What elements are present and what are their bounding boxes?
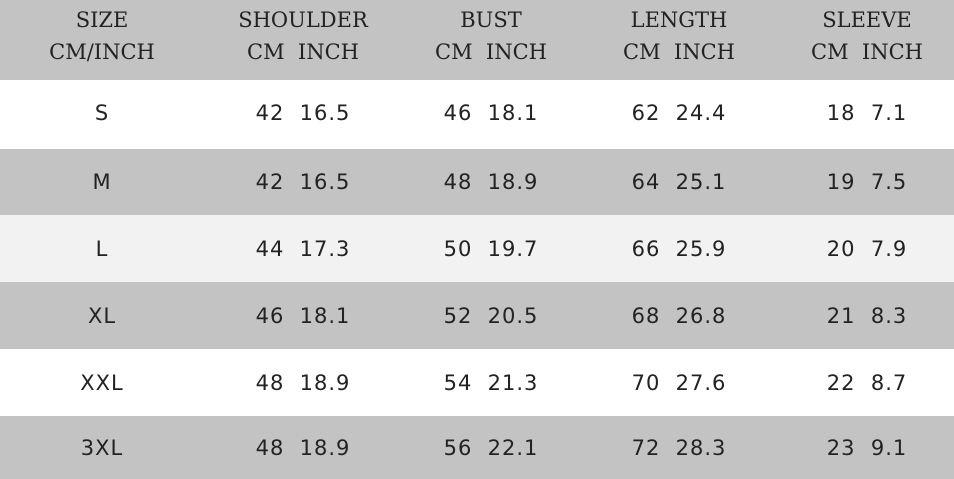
cell-bust: 54 21.3 — [443, 370, 539, 395]
cell-sleeve: 22 8.7 — [826, 370, 908, 395]
table-row: XXL 48 18.9 54 21.3 70 27.6 22 8.7 — [0, 349, 954, 416]
cell-length: 66 25.9 — [631, 236, 727, 261]
table-row: M 42 16.5 48 18.9 64 25.1 19 7.5 — [0, 149, 954, 215]
table-row: L 44 17.3 50 19.7 66 25.9 20 7.9 — [0, 215, 954, 282]
cell-bust: 48 18.9 — [443, 170, 539, 194]
header-title: SIZE — [75, 8, 129, 32]
cell-shoulder: 48 18.9 — [255, 370, 351, 395]
cell-shoulder: 42 16.5 — [255, 170, 351, 194]
header-sleeve: SLEEVE CM INCH — [811, 4, 923, 68]
header-shoulder: SHOULDER CM INCH — [238, 4, 368, 68]
cell-bust: 46 18.1 — [443, 101, 539, 125]
cell-length: 62 24.4 — [631, 101, 727, 125]
header-row: SIZE CM/INCH SHOULDER CM INCH BUST CM INCH … — [0, 0, 954, 80]
cell-length: 72 28.3 — [631, 435, 727, 460]
cell-length: 68 26.8 — [631, 303, 727, 328]
cell-size: S — [94, 101, 110, 125]
header-size: SIZE CM/INCH — [49, 4, 155, 68]
cell-length: 64 25.1 — [631, 170, 727, 194]
cell-sleeve: 21 8.3 — [826, 303, 908, 328]
header-bust: BUST CM INCH — [435, 4, 547, 68]
header-title: SHOULDER — [238, 8, 368, 32]
header-sub: CM/INCH — [49, 40, 155, 64]
header-sub: CM INCH — [435, 40, 547, 64]
cell-sleeve: 19 7.5 — [826, 170, 908, 194]
cell-sleeve: 23 9.1 — [826, 435, 908, 460]
header-title: BUST — [460, 8, 522, 32]
cell-sleeve: 20 7.9 — [826, 236, 908, 261]
cell-bust: 52 20.5 — [443, 303, 539, 328]
cell-size: XXL — [80, 370, 124, 395]
header-sub: CM INCH — [623, 40, 735, 64]
cell-sleeve: 18 7.1 — [826, 101, 908, 125]
cell-shoulder: 48 18.9 — [255, 435, 351, 460]
cell-shoulder: 42 16.5 — [255, 101, 351, 125]
table-row: S 42 16.5 46 18.1 62 24.4 18 7.1 — [0, 80, 954, 146]
header-title: LENGTH — [630, 8, 728, 32]
cell-length: 70 27.6 — [631, 370, 727, 395]
cell-size: XL — [87, 303, 117, 328]
cell-size: M — [92, 170, 112, 194]
cell-bust: 50 19.7 — [443, 236, 539, 261]
header-sub: CM INCH — [247, 40, 359, 64]
header-title: SLEEVE — [822, 8, 912, 32]
cell-size: 3XL — [80, 435, 124, 460]
cell-bust: 56 22.1 — [443, 435, 539, 460]
table-row: XL 46 18.1 52 20.5 68 26.8 21 8.3 — [0, 282, 954, 349]
header-sub: CM INCH — [811, 40, 923, 64]
table-row: 3XL 48 18.9 56 22.1 72 28.3 23 9.1 — [0, 416, 954, 479]
cell-shoulder: 44 17.3 — [255, 236, 351, 261]
cell-size: L — [95, 236, 109, 261]
cell-shoulder: 46 18.1 — [255, 303, 351, 328]
header-length: LENGTH CM INCH — [623, 4, 735, 68]
